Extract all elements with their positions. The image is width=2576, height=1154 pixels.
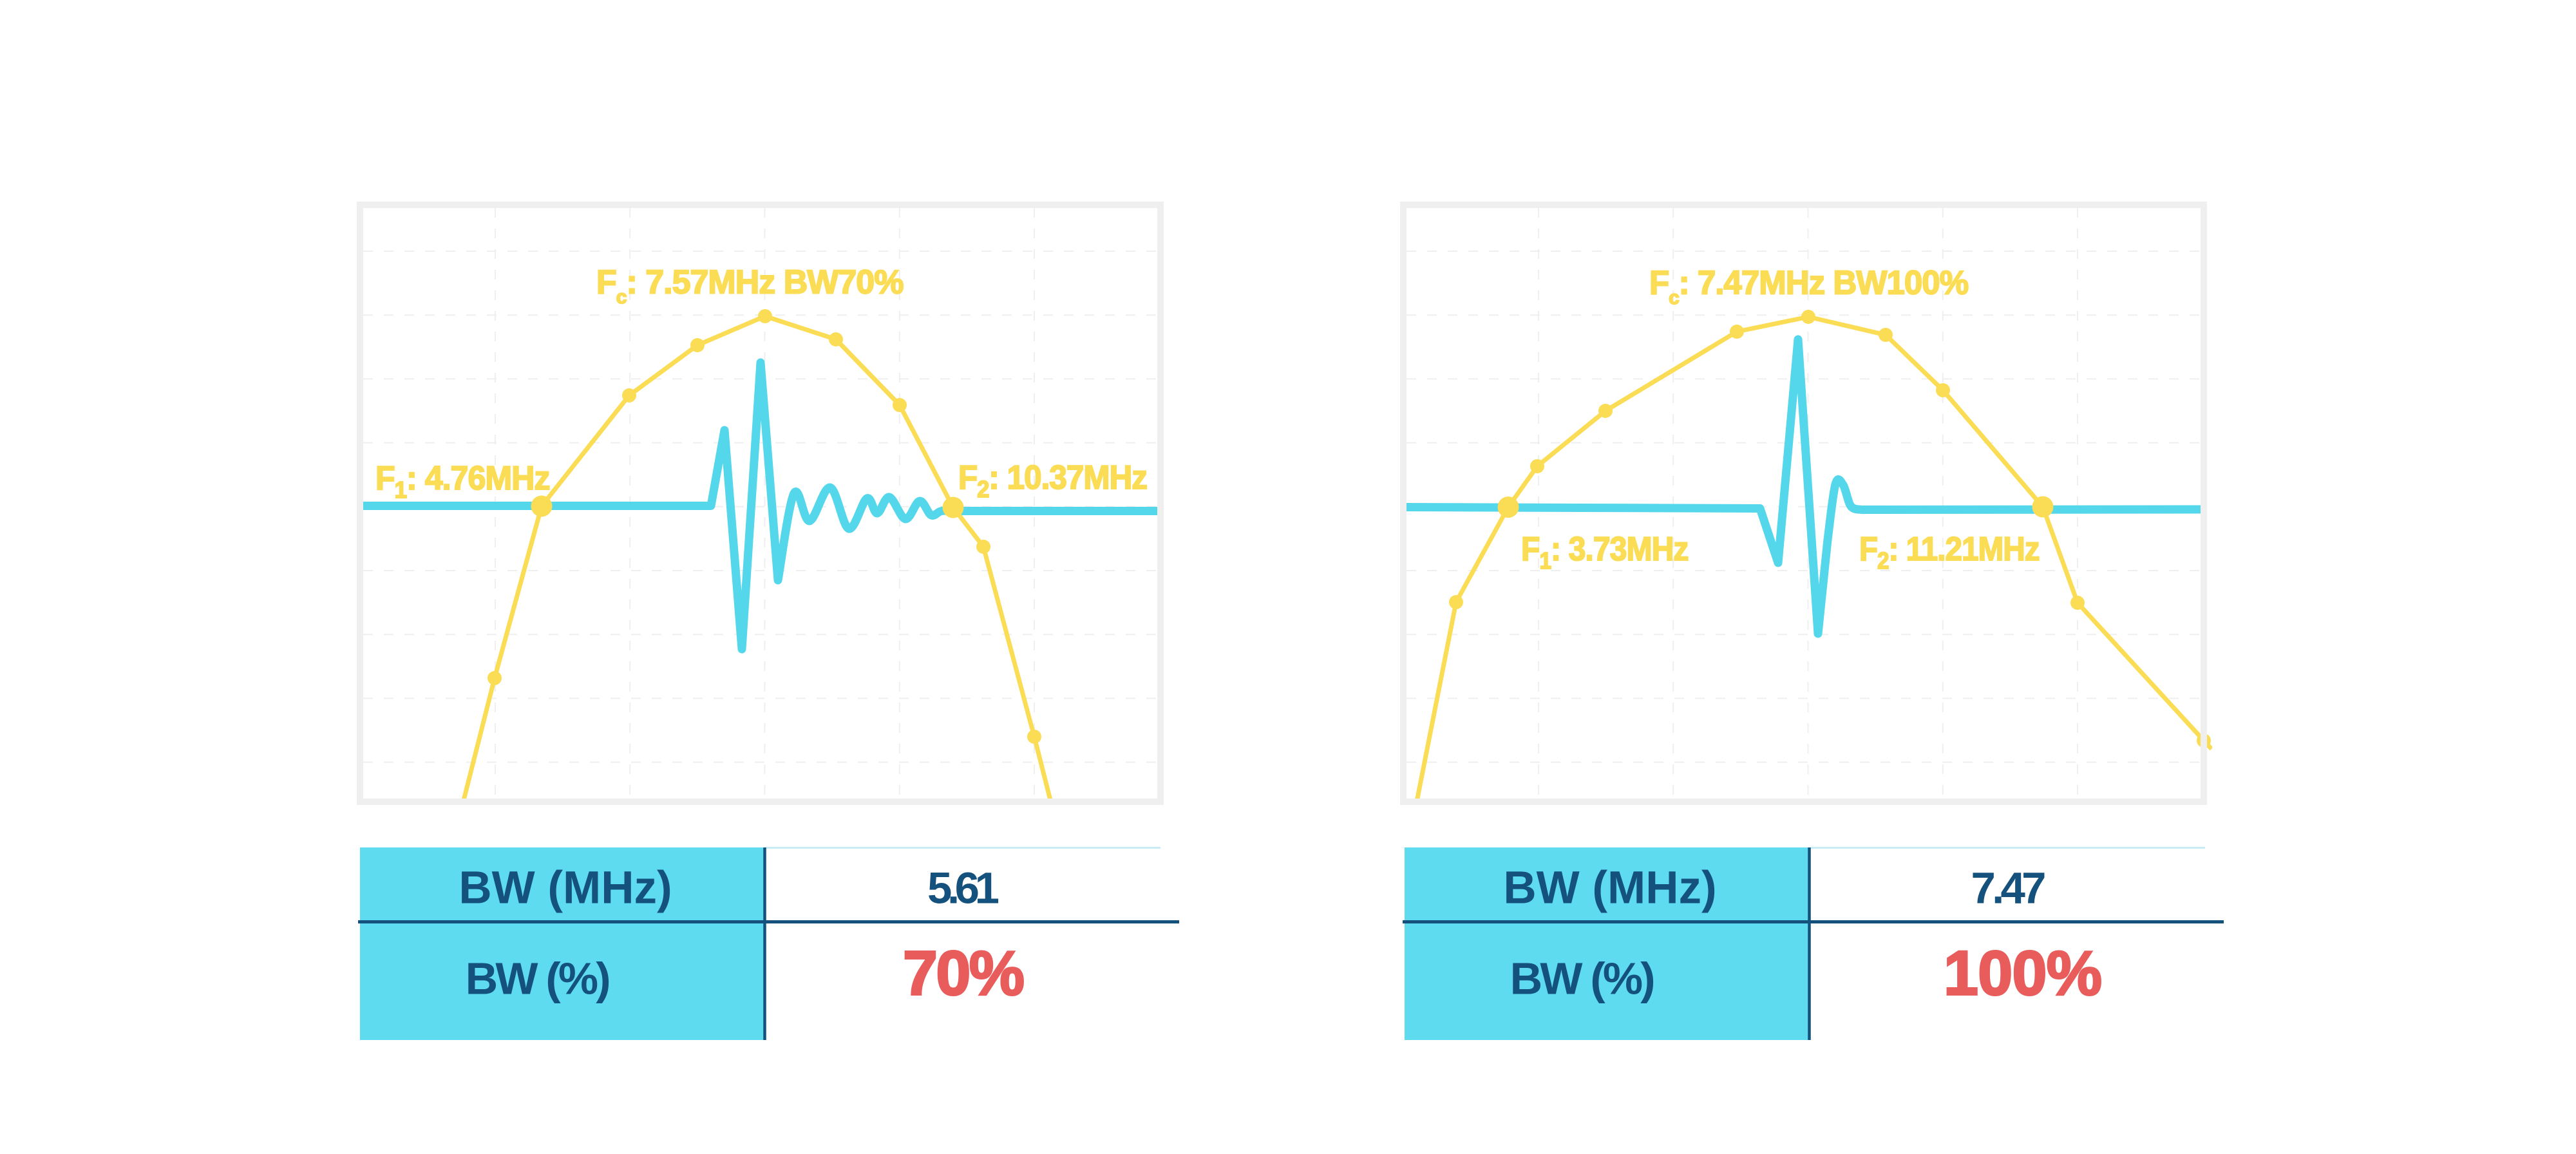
svg-text:100%: 100%	[1944, 938, 2102, 1008]
svg-text:BW (MHz): BW (MHz)	[1503, 863, 1716, 914]
svg-text:F2: 10.37MHz: F2: 10.37MHz	[958, 459, 1147, 502]
svg-text:BW (MHz): BW (MHz)	[459, 863, 672, 914]
svg-text:BW (%): BW (%)	[466, 954, 611, 1004]
svg-text:Fc: 7.57MHz BW70%: Fc: 7.57MHz BW70%	[596, 264, 903, 308]
svg-text:7.47: 7.47	[1971, 864, 2047, 913]
svg-text:BW (%): BW (%)	[1510, 954, 1656, 1004]
svg-text:F2: 11.21MHz: F2: 11.21MHz	[1859, 530, 2040, 574]
svg-text:70%: 70%	[903, 938, 1025, 1008]
svg-text:5.61: 5.61	[927, 864, 999, 913]
svg-text:Fc: 7.47MHz BW100%: Fc: 7.47MHz BW100%	[1649, 263, 1968, 308]
svg-text:F1: 4.76MHz: F1: 4.76MHz	[375, 459, 549, 503]
